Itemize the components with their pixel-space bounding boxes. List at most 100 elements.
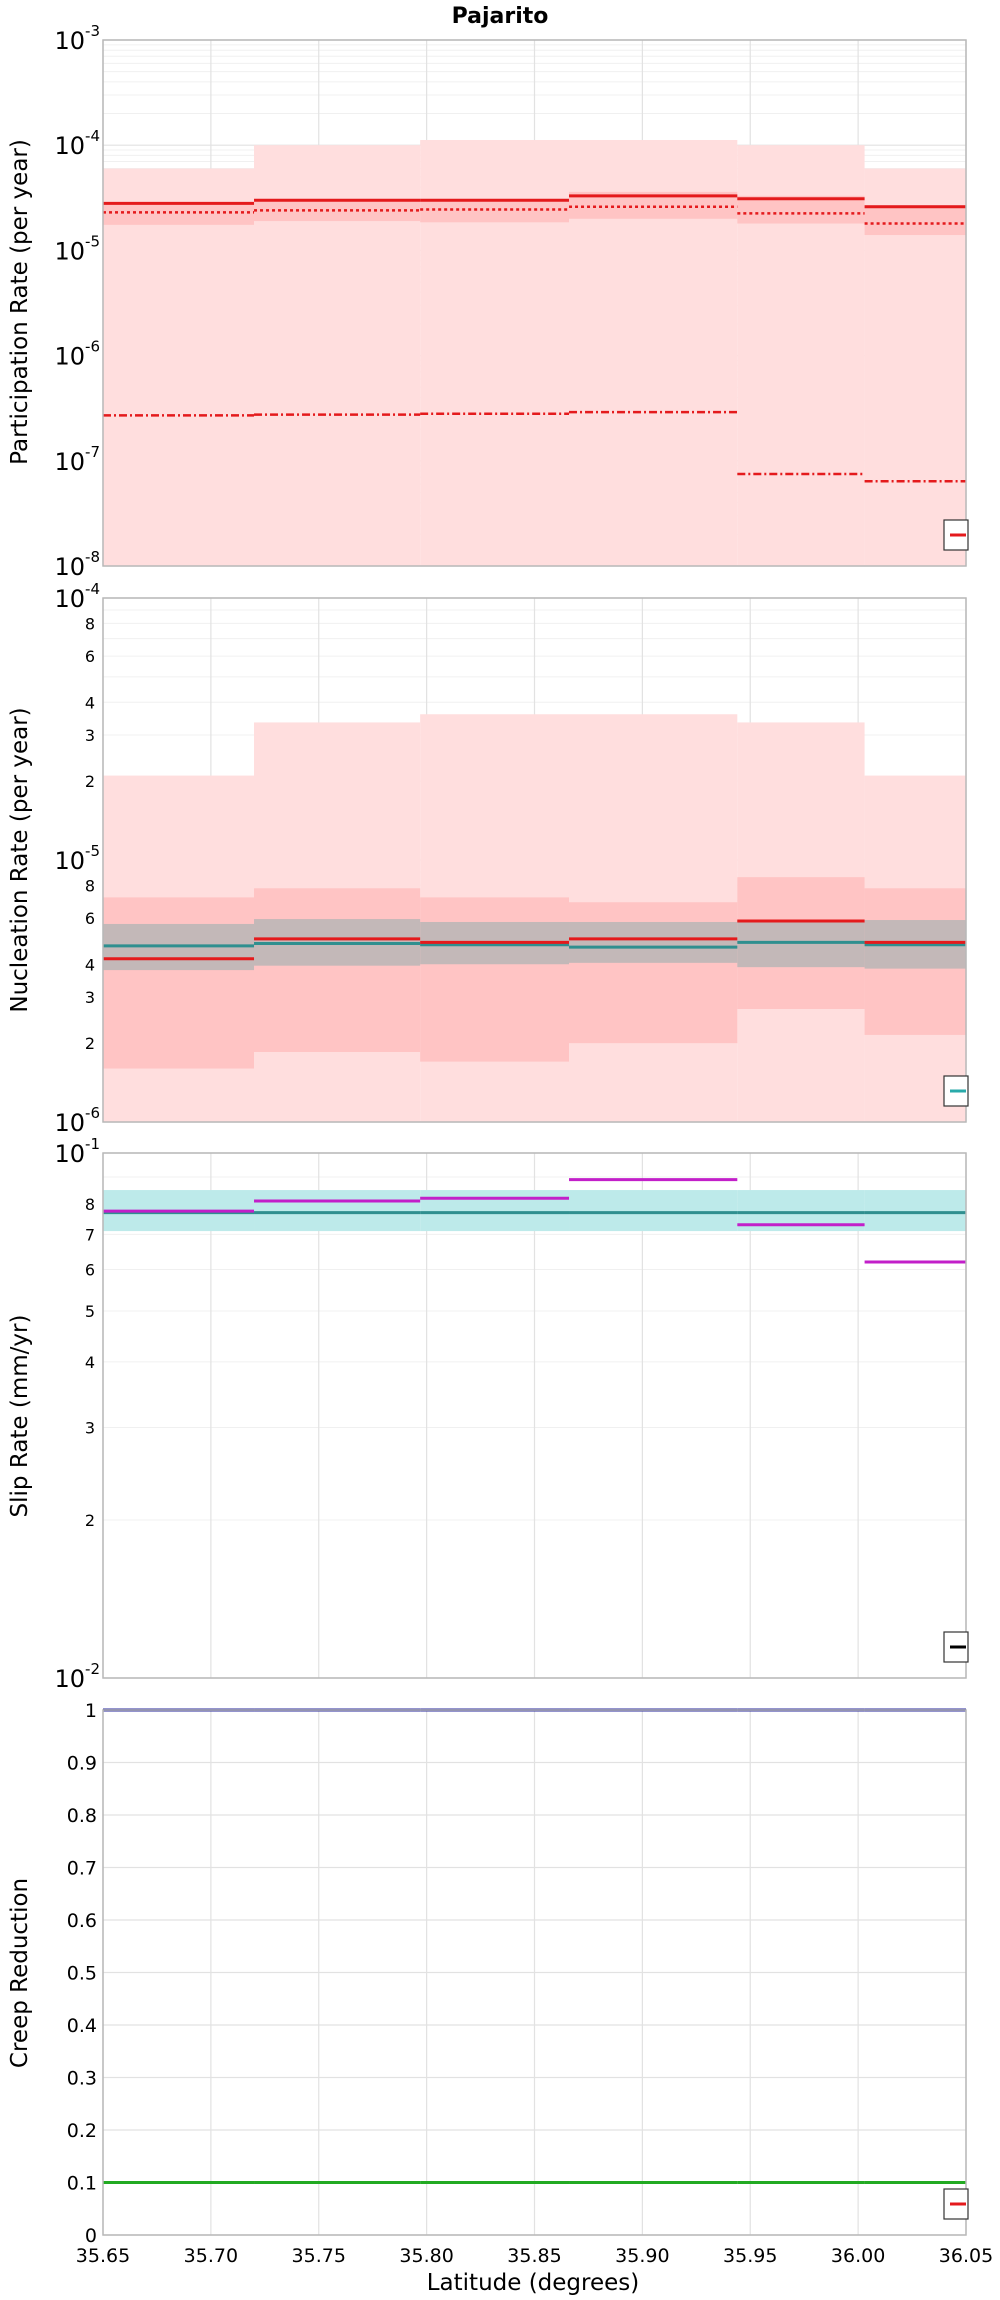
grid (102, 1709, 967, 2236)
y-tick-label: 0.6 (67, 1910, 97, 1932)
y-minor-tick-label: 6 (85, 1260, 95, 1279)
band-segment (569, 921, 738, 963)
legend (943, 1631, 969, 1663)
chart-title: Pajarito (452, 4, 549, 29)
y-tick-label: 0.3 (67, 2068, 97, 2090)
y-tick-label: 10 (54, 1140, 85, 1168)
x-tick-label: 35.80 (399, 2245, 453, 2267)
band-segment (103, 897, 255, 1069)
y-tick-exponent: -4 (85, 127, 100, 145)
series-supra-seismogenic (103, 410, 966, 483)
y-tick-label: 1 (85, 1700, 97, 1722)
y-axis-label: Slip Rate (mm/yr) (7, 1315, 33, 1518)
y-axis-label: Participation Rate (per year) (7, 139, 33, 465)
y-tick-label: 0 (85, 2225, 97, 2247)
y-tick-label: 0.5 (67, 1963, 97, 1985)
x-tick-label: 36.05 (939, 2245, 993, 2267)
band-segment (103, 168, 255, 566)
x-tick-label: 35.70 (184, 2245, 238, 2267)
plot-frame (102, 597, 967, 1123)
series-solution (103, 1178, 966, 1264)
y-tick-exponent: -8 (85, 548, 100, 566)
y-tick-label: 0.4 (67, 2015, 97, 2037)
band-segment (254, 1190, 421, 1232)
x-tick-label: 35.85 (507, 2245, 561, 2267)
series-target (103, 940, 966, 949)
band-segment (864, 1190, 966, 1232)
y-tick-label: 0.8 (67, 1805, 97, 1827)
series-solution (103, 919, 966, 961)
x-tick-label: 36.00 (831, 2245, 885, 2267)
y-tick-exponent: -6 (85, 338, 100, 356)
y-tick-label: 0.7 (67, 1858, 97, 1880)
y-tick-label: 10 (54, 585, 85, 613)
y-minor-tick-label: 2 (85, 772, 95, 791)
y-minor-tick-label: 2 (85, 1511, 95, 1530)
band-segment (864, 205, 966, 236)
y-minor-tick-label: 4 (85, 693, 95, 712)
y-tick-exponent: -6 (85, 1104, 100, 1122)
y-tick-label: 0.2 (67, 2120, 97, 2142)
legend (943, 1075, 969, 1107)
y-axis-ticks: 10-310-410-510-610-710-8 (54, 22, 100, 581)
y-minor-tick-label: 4 (85, 1353, 95, 1372)
legend (943, 2188, 969, 2220)
x-axis-label: Latitude (degrees) (427, 2270, 640, 2296)
creep-reduction-panel: 0 0.1 0.2 0.3 0.4 0.5 0.6 0.7 0.8 0.9 1 Creep Reduc… (7, 1700, 969, 2247)
y-axis-label: Creep Reduction (7, 1878, 33, 2068)
plot-frame (102, 1709, 967, 2236)
y-tick-exponent: -5 (85, 842, 100, 860)
x-tick-label: 35.75 (292, 2245, 346, 2267)
y-minor-tick-label: 5 (85, 1302, 95, 1321)
series-mean (103, 194, 966, 209)
y-axis-ticks: 0 0.1 0.2 0.3 0.4 0.5 0.6 0.7 0.8 0.9 1 (67, 1700, 97, 2247)
band-segment (420, 1190, 570, 1232)
y-tick-exponent: -7 (85, 443, 100, 461)
band-segment (254, 200, 421, 222)
band-segment (569, 1190, 738, 1232)
x-tick-label: 35.90 (615, 2245, 669, 2267)
legend (943, 519, 969, 551)
x-tick-label: 35.95 (723, 2245, 777, 2267)
y-minor-tick-label: 8 (85, 1195, 95, 1214)
y-minor-tick-label: 4 (85, 955, 95, 974)
y-tick-exponent: -5 (85, 232, 100, 250)
y-tick-label: 10 (54, 448, 85, 476)
band-segment (103, 203, 255, 225)
y-minor-tick-label: 6 (85, 909, 95, 928)
band-segment (254, 888, 421, 1053)
y-minor-tick-label: 8 (85, 876, 95, 895)
y-axis-label: Nucleation Rate (per year) (7, 707, 33, 1012)
y-tick-label: 0.1 (67, 2173, 97, 2195)
y-tick-label: 10 (54, 343, 85, 371)
y-minor-tick-label: 3 (85, 988, 95, 1007)
y-minor-tick-label: 2 (85, 1034, 95, 1053)
y-minor-tick-label: 7 (85, 1225, 95, 1244)
plot-frame (102, 39, 967, 567)
series-median (103, 205, 966, 225)
band-segment (737, 195, 865, 224)
y-tick-label: 10 (54, 1109, 85, 1137)
y-minor-tick-label: 3 (85, 726, 95, 745)
y-minor-tick-label: 6 (85, 647, 95, 666)
y-tick-exponent: -4 (85, 580, 100, 598)
plot-frame (102, 1152, 967, 1679)
x-tick-label: 35.65 (76, 2245, 130, 2267)
y-tick-label: 0.9 (67, 1753, 97, 1775)
band-segment (420, 200, 570, 223)
y-tick-exponent: -1 (85, 1135, 100, 1153)
y-tick-label: 10 (54, 1665, 85, 1693)
y-tick-label: 10 (54, 132, 85, 160)
y-tick-label: 10 (54, 553, 85, 581)
y-minor-tick-label: 8 (85, 614, 95, 633)
y-tick-label: 10 (54, 27, 85, 55)
x-axis: 35.65 35.70 35.75 35.80 35.85 35.90 35.95 36.00… (76, 2245, 993, 2267)
y-tick-exponent: -3 (85, 22, 100, 40)
y-tick-exponent: -2 (85, 1660, 100, 1678)
